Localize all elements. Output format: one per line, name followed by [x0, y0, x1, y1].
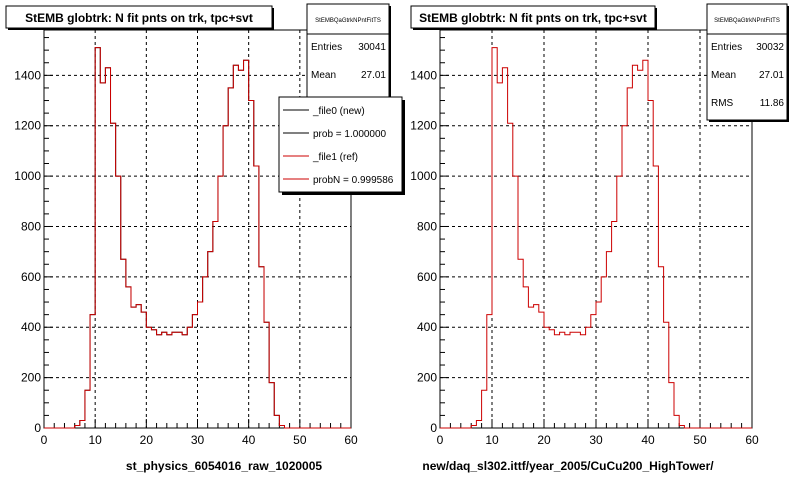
x-tick-label: 50 — [293, 433, 307, 447]
y-tick-label: 0 — [430, 421, 437, 435]
chart-title: StEMB globtrk: N fit pnts on trk, tpc+sv… — [419, 11, 647, 25]
stats-box — [706, 3, 788, 121]
x-tick-label: 20 — [537, 433, 551, 447]
chart-panel-2: 0 10 20 30 40 50 600200400600800100012001400ne… — [410, 3, 789, 473]
y-tick-label: 400 — [417, 320, 437, 334]
x-tick-label: 40 — [641, 433, 655, 447]
title-box — [5, 5, 273, 29]
stats-value: 27.01 — [361, 70, 386, 81]
legend-box — [278, 96, 403, 193]
x-tick-label: 0 — [437, 433, 444, 447]
stats-title: StEMBQaGtrkNPntFitTS — [315, 18, 381, 24]
chart-title: StEMB globtrk: N fit pnts on trk, tpc+sv… — [25, 11, 253, 25]
legend: _file0 (new) prob = 1.000000 _file1 (ref) p… — [283, 106, 394, 186]
y-tick-label: 800 — [417, 219, 437, 233]
stats-value: 27.01 — [759, 70, 784, 81]
legend-label: prob = 1.000000 — [313, 129, 387, 140]
x-axis-label: st_physics_6054016_raw_1020005 — [126, 459, 322, 473]
y-tick-label: 400 — [21, 320, 41, 334]
y-tick-label: 600 — [417, 270, 437, 284]
x-tick-label: 20 — [140, 433, 154, 447]
stats-value: 30032 — [756, 42, 784, 53]
x-tick-label: 30 — [191, 433, 205, 447]
y-tick-label: 200 — [417, 371, 437, 385]
x-tick-label: 10 — [88, 433, 102, 447]
stats-label: Mean — [311, 70, 336, 81]
title-box — [410, 5, 656, 29]
x-tick-label: 0 — [41, 433, 48, 447]
y-tick-label: 200 — [21, 371, 41, 385]
legend-label: _file1 (ref) — [312, 152, 358, 163]
chart-panel-1: 0 10 20 30 40 50 600200400600800100012001400st… — [5, 3, 405, 473]
y-tick-label: 1000 — [410, 169, 437, 183]
stats-label: Mean — [711, 70, 736, 81]
legend-label: _file0 (new) — [312, 106, 365, 117]
x-tick-label: 50 — [693, 433, 707, 447]
y-tick-label: 0 — [34, 421, 41, 435]
y-tick-label: 600 — [21, 270, 41, 284]
x-tick-label: 10 — [485, 433, 499, 447]
y-tick-label: 1400 — [410, 68, 437, 82]
y-tick-label: 1000 — [14, 169, 41, 183]
stats-label: RMS — [711, 98, 734, 109]
y-tick-label: 1200 — [410, 119, 437, 133]
stats-label: Entries — [711, 42, 742, 53]
y-tick-label: 800 — [21, 219, 41, 233]
x-tick-label: 60 — [745, 433, 759, 447]
stats-label: Entries — [311, 42, 342, 53]
y-tick-label: 1200 — [14, 119, 41, 133]
x-axis-label: new/daq_sl302.ittf/year_2005/CuCu200_Hig… — [422, 459, 714, 473]
y-tick-label: 1400 — [14, 68, 41, 82]
x-tick-label: 40 — [242, 433, 256, 447]
x-tick-label: 30 — [589, 433, 603, 447]
stats-box — [306, 3, 390, 101]
series-line-2 — [44, 47, 351, 429]
stats-value: 11.86 — [760, 98, 785, 109]
x-tick-label: 60 — [344, 433, 358, 447]
series-line-1 — [440, 47, 752, 429]
stats-title: StEMBQaGtrkNPntFitTS — [714, 18, 780, 24]
legend-label: probN = 0.999586 — [313, 175, 394, 186]
stats-value: 30041 — [358, 42, 386, 53]
